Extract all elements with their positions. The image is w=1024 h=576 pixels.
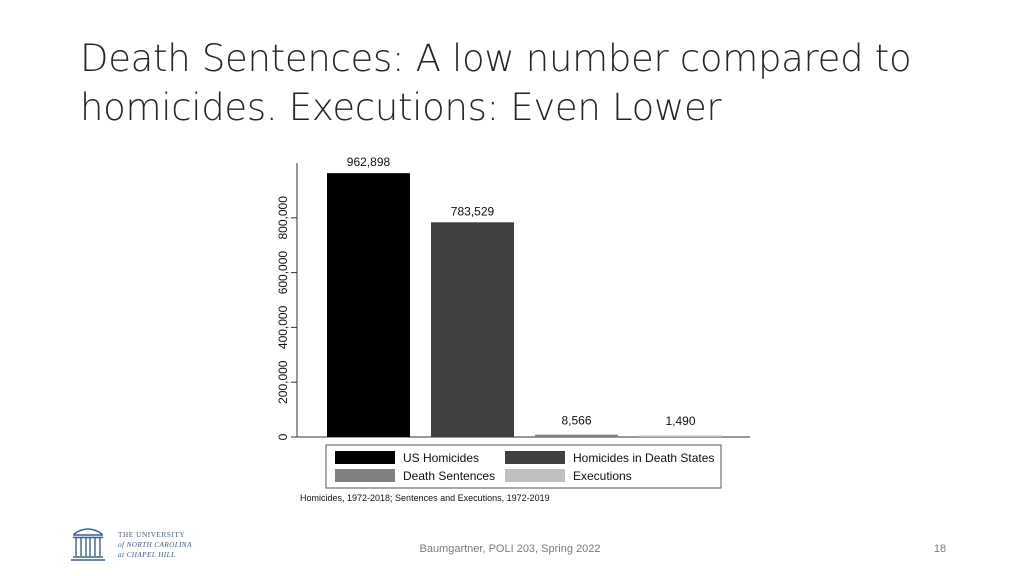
logo-line-2: of NORTH CAROLINA xyxy=(118,541,192,549)
bar-executions xyxy=(639,435,722,437)
slide-title-line-1: Death Sentences: A low number compared t… xyxy=(80,37,912,80)
legend-label-us-homicides: US Homicides xyxy=(403,451,479,465)
y-tick-label: 600,000 xyxy=(276,251,290,295)
bar-us-homicides xyxy=(327,173,410,437)
legend-label-death-sentences: Death Sentences xyxy=(403,469,495,483)
legend-swatch-us-homicides xyxy=(335,451,395,464)
legend-swatch-death-sentences xyxy=(335,469,395,482)
bar-death-sentences xyxy=(535,434,618,437)
bar-value-label: 783,529 xyxy=(451,204,495,218)
y-tick-label: 400,000 xyxy=(276,305,290,349)
university-logo: THE UNIVERSITY of NORTH CAROLINA at CHAP… xyxy=(68,522,218,566)
legend-swatch-homicides-death-states xyxy=(505,451,565,464)
y-ticks: 0 200,000 400,000 600,000 800,000 xyxy=(276,196,297,440)
legend-label-executions: Executions xyxy=(573,469,632,483)
bar-chart: 0 200,000 400,000 600,000 800,000 962,898 783… xyxy=(276,155,750,503)
bar-value-label: 1,490 xyxy=(665,414,695,428)
y-tick-label: 0 xyxy=(276,433,290,440)
bar-homicides-in-death-states xyxy=(431,222,514,437)
slide-title-line-2: homicides. Executions: Even Lower xyxy=(80,86,722,129)
y-tick-label: 200,000 xyxy=(276,360,290,404)
old-well-icon xyxy=(71,526,111,562)
bars xyxy=(327,173,722,437)
slide-footer: Baumgartner, POLI 203, Spring 2022 xyxy=(419,543,601,555)
y-tick-label: 800,000 xyxy=(276,196,290,240)
logo-line-3: at CHAPEL HILL xyxy=(118,551,176,559)
logo-text: THE UNIVERSITY of NORTH CAROLINA at CHAP… xyxy=(118,530,192,560)
page-number: 18 xyxy=(933,543,947,555)
legend-swatch-executions xyxy=(505,469,565,482)
legend-label-homicides-death-states: Homicides in Death States xyxy=(573,451,714,465)
slide-title: Death Sentences: A low number compared t… xyxy=(80,34,980,132)
chart-note: Homicides, 1972-2018; Sentences and Exec… xyxy=(300,493,550,503)
legend: US Homicides Homicides in Death States D… xyxy=(325,444,722,489)
bar-value-label: 962,898 xyxy=(347,155,391,169)
bar-value-labels: 962,898 783,529 8,566 1,490 xyxy=(347,155,696,428)
bar-value-label: 8,566 xyxy=(561,414,591,428)
logo-line-1: THE UNIVERSITY xyxy=(118,531,186,539)
